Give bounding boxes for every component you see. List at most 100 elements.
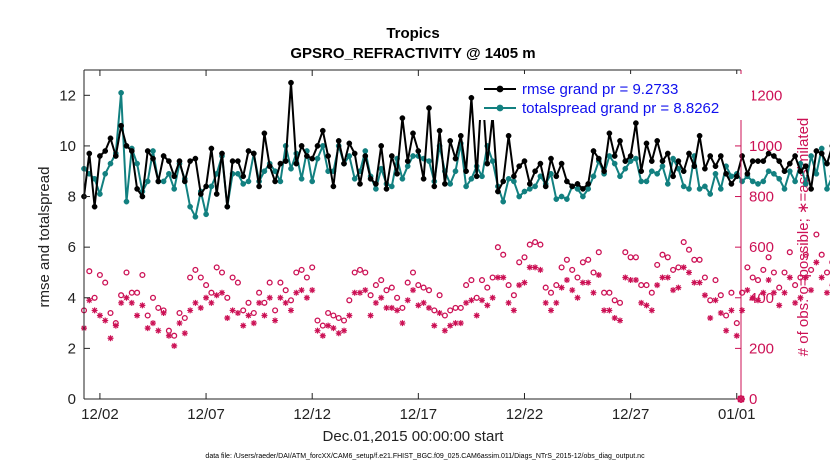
rmse-point xyxy=(473,173,480,180)
obs-assimilated-point xyxy=(723,327,730,334)
rmse-point xyxy=(224,203,231,210)
obs-possible-point xyxy=(723,312,730,319)
obs-assimilated-point xyxy=(675,284,682,291)
obs-possible-point xyxy=(547,289,555,296)
rmse-point xyxy=(181,178,188,185)
y-tick-label-right: 400 xyxy=(749,290,774,307)
obs-assimilated-point xyxy=(463,299,470,306)
obs-assimilated-point xyxy=(739,307,746,314)
legend-totalspread-swatch-marker xyxy=(496,104,504,112)
obs-assimilated-point xyxy=(802,274,809,281)
rmse-point xyxy=(617,138,623,144)
rmse-point xyxy=(282,158,289,164)
rmse-point xyxy=(346,140,353,147)
obs-possible-point xyxy=(234,279,241,286)
rmse-point xyxy=(585,181,592,187)
obs-possible-point xyxy=(187,274,194,281)
rmse-point xyxy=(160,153,167,159)
rmse-point xyxy=(319,127,326,134)
obs-possible-point xyxy=(388,284,395,291)
totalspread-point xyxy=(447,181,454,187)
obs-possible-point xyxy=(431,307,438,314)
rmse-point xyxy=(686,150,692,157)
obs-possible-point xyxy=(574,274,581,281)
obs-assimilated-point xyxy=(431,322,438,329)
x-axis-label: Dec.01,2015 00:00:00 start xyxy=(323,428,505,445)
x-tick-label: 12/27 xyxy=(612,406,650,423)
rmse-point xyxy=(818,150,825,157)
legend-rmse-label: rmse grand pr = 9.2733 xyxy=(522,81,678,98)
obs-assimilated-point xyxy=(96,312,103,319)
totalspread-point xyxy=(479,173,485,180)
rmse-point xyxy=(601,168,607,175)
rmse-point xyxy=(786,160,793,167)
totalspread-point xyxy=(648,168,655,175)
obs-assimilated-point xyxy=(728,307,735,314)
rmse-point xyxy=(213,191,220,197)
obs-assimilated-point xyxy=(335,330,342,337)
rmse-point xyxy=(452,155,459,162)
rmse-point xyxy=(335,138,342,144)
y-tick-label-left: 4 xyxy=(68,290,76,307)
obs-assimilated-point xyxy=(425,304,432,311)
rmse-point xyxy=(760,158,767,164)
legend-rmse-swatch-marker xyxy=(496,85,504,93)
obs-assimilated-point xyxy=(319,332,326,339)
obs-assimilated-point xyxy=(818,274,825,281)
rmse-point xyxy=(484,160,491,167)
x-tick-label: 12/17 xyxy=(400,406,438,423)
obs-possible-point xyxy=(478,277,486,284)
totalspread-point xyxy=(505,175,512,182)
rmse-point xyxy=(627,153,634,159)
rmse-point xyxy=(569,183,576,190)
rmse-point xyxy=(325,153,331,159)
rmse-point xyxy=(580,186,586,192)
obs-assimilated-point xyxy=(452,320,459,327)
rmse-point xyxy=(176,158,183,164)
obs-assimilated-point xyxy=(516,282,523,289)
totalspread-point xyxy=(261,168,268,175)
rmse-point xyxy=(680,168,687,175)
obs-assimilated-point xyxy=(797,294,804,301)
axes: 0 2 4 6 8 10 12 0 200 400 600 800 1000 1200 12/02 12/07… xyxy=(59,69,782,423)
rmse-point xyxy=(219,150,225,157)
rmse-point xyxy=(357,181,363,187)
rmse-point xyxy=(537,160,544,167)
rmse-point xyxy=(521,158,528,164)
obs-possible-point xyxy=(309,264,316,271)
obs-count-markers xyxy=(80,231,830,349)
obs-possible-point xyxy=(261,299,268,306)
totalspread-point xyxy=(373,186,379,192)
obs-possible-point xyxy=(447,307,454,314)
totalspread-point xyxy=(590,173,597,180)
rmse-point xyxy=(654,138,661,144)
obs-possible-point xyxy=(213,264,220,271)
obs-possible-point xyxy=(372,282,379,289)
obs-assimilated-point xyxy=(648,307,655,314)
obs-possible-point xyxy=(197,274,204,281)
obs-possible-point xyxy=(139,271,146,279)
obs-assimilated-point xyxy=(309,287,316,294)
obs-possible-point xyxy=(776,284,783,291)
obs-possible-point xyxy=(542,284,549,291)
rmse-point xyxy=(171,173,178,180)
obs-assimilated-point xyxy=(197,304,204,311)
y-tick-label-left: 2 xyxy=(68,340,76,357)
totalspread-point xyxy=(102,170,109,177)
totalspread-point xyxy=(749,178,756,185)
obs-assimilated-point xyxy=(293,289,300,296)
rmse-point xyxy=(399,115,406,121)
rmse-point xyxy=(749,158,756,164)
rmse-point xyxy=(420,175,427,182)
totalspread-point xyxy=(580,193,586,200)
obs-possible-point xyxy=(616,299,624,306)
obs-possible-point xyxy=(420,284,427,291)
totalspread-point xyxy=(351,175,358,182)
rmse-point xyxy=(659,158,666,164)
data-file-footnote: data file: /Users/raeder/DAI/ATM_forcXX/… xyxy=(205,453,645,460)
obs-assimilated-point xyxy=(272,317,279,324)
rmse-point xyxy=(516,163,523,170)
rmse-point xyxy=(394,170,400,177)
obs-assimilated-point xyxy=(664,274,671,281)
rmse-point xyxy=(187,158,193,164)
